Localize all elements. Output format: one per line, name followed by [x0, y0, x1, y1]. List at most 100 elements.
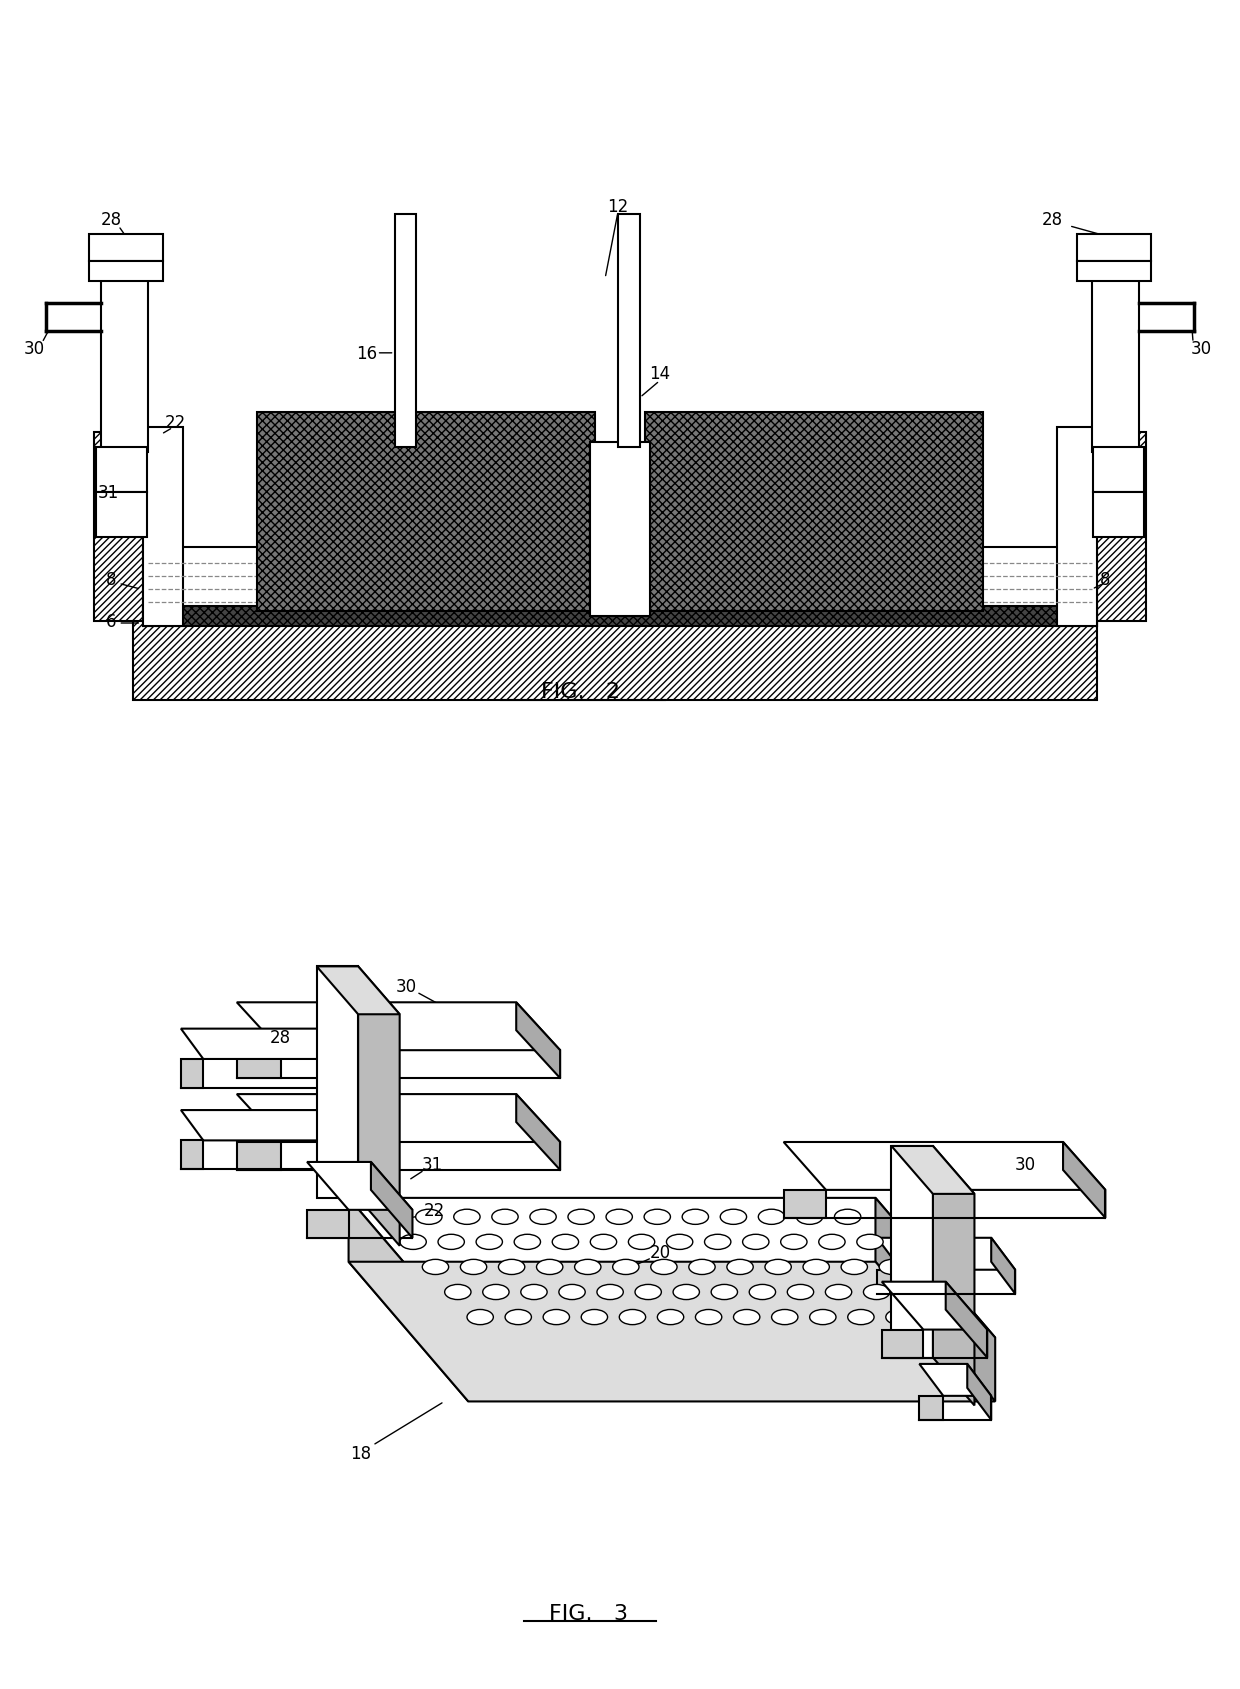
Text: 28: 28 — [1042, 211, 1063, 228]
Text: 12: 12 — [608, 198, 629, 216]
Text: 16: 16 — [356, 345, 377, 363]
Ellipse shape — [720, 1209, 746, 1225]
Polygon shape — [892, 1147, 932, 1358]
Ellipse shape — [590, 1235, 616, 1250]
Polygon shape — [892, 1147, 975, 1194]
Text: 30: 30 — [24, 339, 45, 358]
Ellipse shape — [787, 1285, 813, 1301]
Polygon shape — [967, 1365, 991, 1420]
Ellipse shape — [559, 1285, 585, 1301]
Ellipse shape — [401, 1235, 427, 1250]
Ellipse shape — [521, 1285, 547, 1301]
Polygon shape — [308, 1209, 348, 1238]
Polygon shape — [237, 1142, 280, 1170]
Ellipse shape — [704, 1235, 730, 1250]
Ellipse shape — [759, 1209, 785, 1225]
Polygon shape — [877, 1270, 901, 1294]
Ellipse shape — [606, 1209, 632, 1225]
Polygon shape — [181, 1029, 347, 1059]
Bar — [95, 448, 148, 493]
Ellipse shape — [378, 1209, 404, 1225]
Text: 31: 31 — [422, 1155, 443, 1174]
Bar — [1076, 235, 1152, 262]
Ellipse shape — [771, 1309, 797, 1324]
Text: 8: 8 — [1100, 571, 1110, 589]
Ellipse shape — [476, 1235, 502, 1250]
Bar — [144, 547, 1096, 622]
Polygon shape — [237, 1051, 280, 1079]
Bar — [133, 616, 1096, 701]
Ellipse shape — [596, 1285, 624, 1301]
Ellipse shape — [666, 1235, 693, 1250]
Polygon shape — [371, 1162, 413, 1238]
Ellipse shape — [505, 1309, 532, 1324]
Ellipse shape — [765, 1260, 791, 1275]
Ellipse shape — [498, 1260, 525, 1275]
Ellipse shape — [582, 1309, 608, 1324]
Polygon shape — [991, 1238, 1016, 1294]
Ellipse shape — [885, 1309, 913, 1324]
Text: 20: 20 — [650, 1243, 671, 1262]
Text: 18: 18 — [350, 1444, 371, 1463]
Ellipse shape — [515, 1235, 541, 1250]
Polygon shape — [919, 1365, 991, 1397]
Ellipse shape — [635, 1285, 661, 1301]
Ellipse shape — [696, 1309, 722, 1324]
Polygon shape — [237, 1003, 560, 1051]
Ellipse shape — [826, 1285, 852, 1301]
Polygon shape — [516, 1003, 560, 1079]
Polygon shape — [875, 1198, 996, 1402]
Bar — [100, 255, 149, 453]
Polygon shape — [919, 1397, 944, 1420]
Bar — [645, 414, 982, 611]
Ellipse shape — [537, 1260, 563, 1275]
Ellipse shape — [804, 1260, 830, 1275]
Ellipse shape — [727, 1260, 753, 1275]
Ellipse shape — [682, 1209, 708, 1225]
Polygon shape — [882, 1329, 924, 1358]
Ellipse shape — [552, 1235, 579, 1250]
Ellipse shape — [818, 1235, 846, 1250]
Bar — [1076, 262, 1152, 282]
Polygon shape — [1063, 1142, 1105, 1218]
Ellipse shape — [529, 1209, 557, 1225]
Text: 30: 30 — [1190, 339, 1211, 358]
Ellipse shape — [568, 1209, 594, 1225]
Ellipse shape — [415, 1209, 441, 1225]
Polygon shape — [358, 966, 399, 1246]
Ellipse shape — [749, 1285, 775, 1301]
Ellipse shape — [467, 1309, 494, 1324]
Polygon shape — [316, 966, 399, 1015]
Polygon shape — [946, 1282, 987, 1358]
Bar — [590, 443, 650, 616]
Ellipse shape — [857, 1235, 883, 1250]
Ellipse shape — [644, 1209, 671, 1225]
Bar — [1056, 427, 1096, 627]
Ellipse shape — [619, 1309, 646, 1324]
Ellipse shape — [901, 1285, 928, 1301]
Bar — [258, 414, 595, 611]
Ellipse shape — [743, 1235, 769, 1250]
Text: 31: 31 — [98, 483, 119, 502]
Ellipse shape — [712, 1285, 738, 1301]
Ellipse shape — [810, 1309, 836, 1324]
Text: 28: 28 — [270, 1029, 291, 1045]
Ellipse shape — [543, 1309, 569, 1324]
Text: 28: 28 — [100, 211, 122, 228]
Bar — [1092, 493, 1145, 537]
Bar — [88, 235, 164, 262]
Ellipse shape — [438, 1235, 464, 1250]
Ellipse shape — [879, 1260, 905, 1275]
Ellipse shape — [574, 1260, 601, 1275]
Polygon shape — [325, 1029, 347, 1088]
Ellipse shape — [863, 1285, 890, 1301]
Ellipse shape — [688, 1260, 715, 1275]
Bar — [93, 432, 149, 622]
Ellipse shape — [613, 1260, 639, 1275]
Polygon shape — [181, 1140, 203, 1169]
Polygon shape — [877, 1238, 1016, 1270]
Polygon shape — [325, 1110, 347, 1169]
Bar — [1091, 255, 1140, 453]
Polygon shape — [348, 1198, 996, 1338]
Ellipse shape — [841, 1260, 868, 1275]
